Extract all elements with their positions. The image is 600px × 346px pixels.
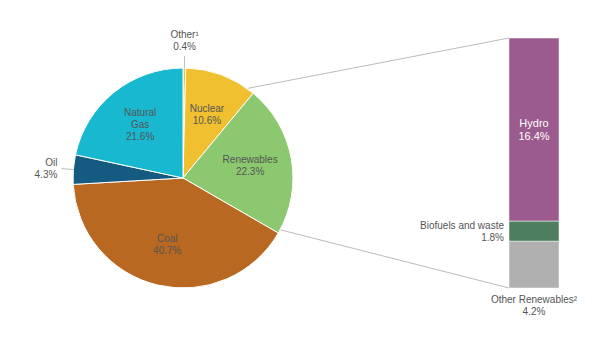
svg-text:Other Renewables²4.2%: Other Renewables²4.2%	[491, 294, 578, 317]
svg-text:Nuclear10.6%: Nuclear10.6%	[190, 103, 225, 126]
svg-text:NaturalGas21.6%: NaturalGas21.6%	[124, 107, 156, 142]
svg-text:Other¹0.4%: Other¹0.4%	[170, 29, 199, 52]
svg-text:Hydro16.4%: Hydro16.4%	[518, 117, 549, 142]
svg-text:Oil4.3%: Oil4.3%	[35, 157, 58, 180]
svg-text:Biofuels and waste1.8%: Biofuels and waste1.8%	[420, 220, 504, 243]
svg-text:Coal40.7%: Coal40.7%	[153, 233, 181, 256]
svg-text:Renewables22.3%: Renewables22.3%	[223, 154, 278, 177]
